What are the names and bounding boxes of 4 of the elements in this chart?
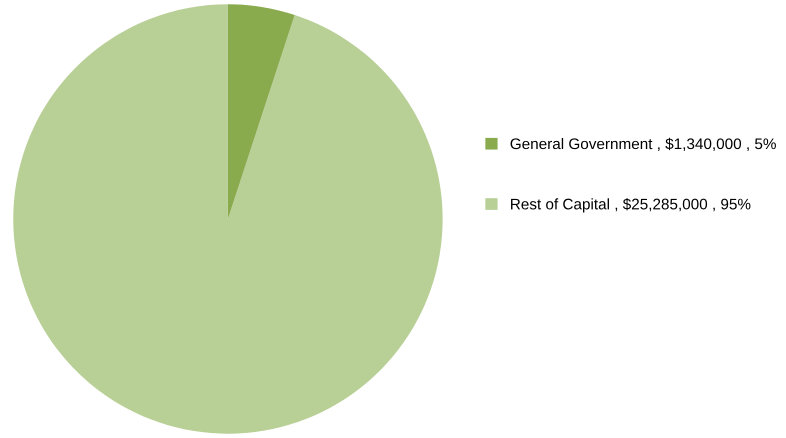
- legend-label: General Government , $1,340,000 , 5%: [510, 138, 776, 151]
- legend-label: Rest of Capital , $25,285,000 , 95%: [511, 198, 750, 213]
- pie-slice: [228, 4, 295, 219]
- pie-slice: [13, 4, 443, 434]
